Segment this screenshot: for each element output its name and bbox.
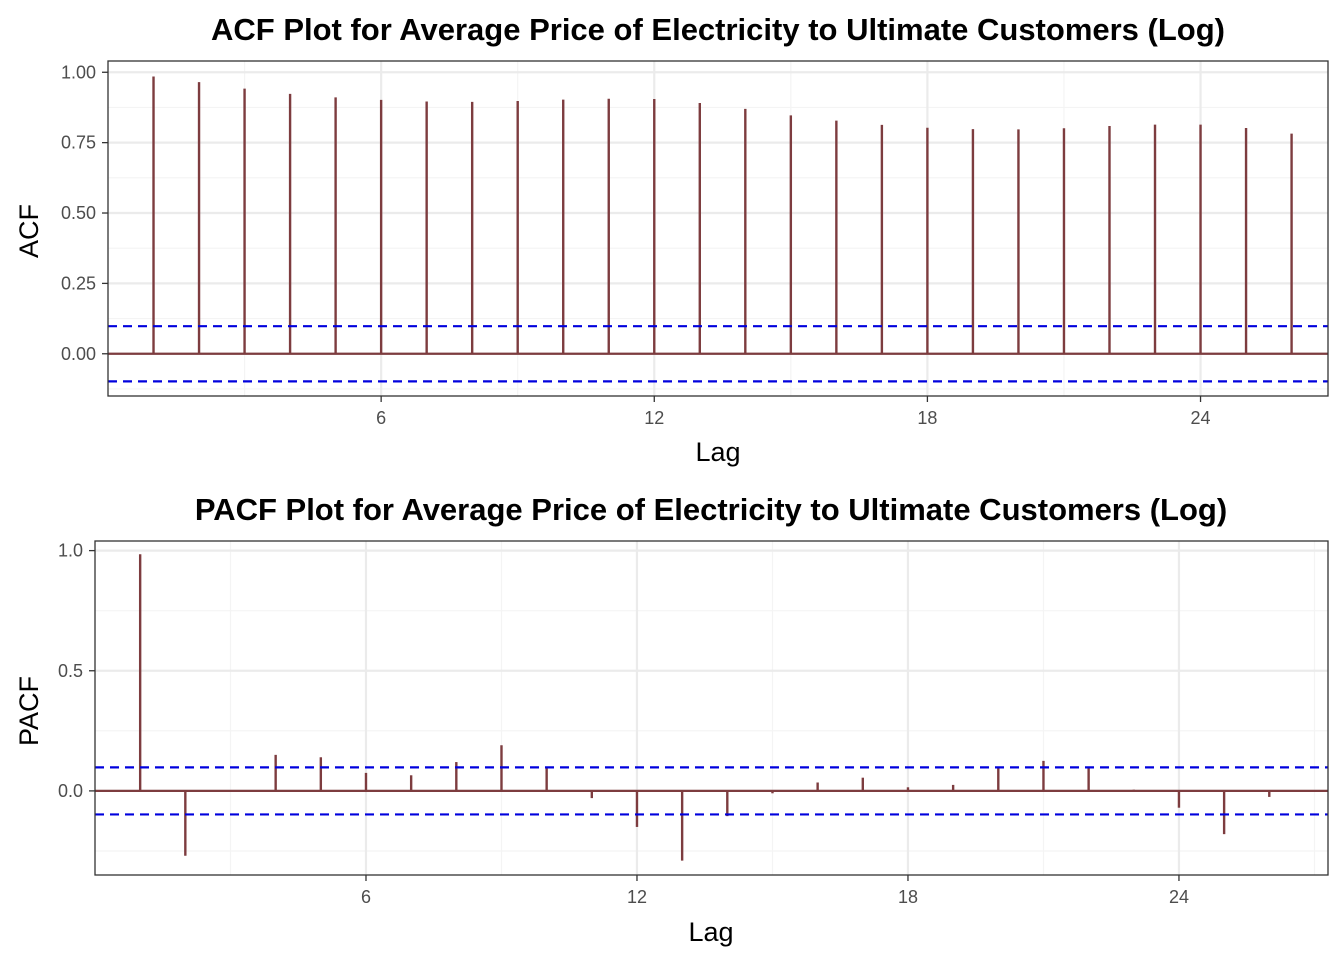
pacf-y-axis-label: PACF (14, 676, 44, 746)
pacf-x-tick-label: 6 (361, 887, 371, 907)
acf-x-axis-label: Lag (695, 437, 740, 467)
pacf-y-tick-label: 0.0 (58, 781, 83, 801)
pacf-x-tick-label: 12 (627, 887, 647, 907)
acf-title: ACF Plot for Average Price of Electricit… (211, 12, 1225, 47)
acf-x-tick-label: 6 (376, 408, 386, 428)
pacf-x-tick-label: 24 (1169, 887, 1189, 907)
pacf-x-axis-label: Lag (688, 917, 733, 947)
acf-y-tick-label: 0.75 (61, 133, 96, 153)
acf-y-tick-label: 0.50 (61, 203, 96, 223)
pacf-x-tick-label: 18 (898, 887, 918, 907)
acf-x-tick-label: 18 (917, 408, 937, 428)
acf-y-axis-label: ACF (14, 204, 44, 258)
pacf-panel-border (94, 540, 1329, 876)
acf-y-tick-label: 1.00 (61, 62, 96, 82)
acf-x-tick-label: 12 (644, 408, 664, 428)
acf-x-tick-label: 24 (1191, 408, 1211, 428)
pacf-y-tick-label: 1.0 (58, 541, 83, 561)
acf-y-tick-label: 0.25 (61, 273, 96, 293)
pacf-chart: PACF Plot for Average Price of Electrici… (14, 492, 1329, 947)
acf-panel-border (107, 60, 1329, 397)
acf-y-tick-label: 0.00 (61, 344, 96, 364)
pacf-title: PACF Plot for Average Price of Electrici… (195, 492, 1227, 527)
pacf-y-tick-label: 0.5 (58, 661, 83, 681)
acf-chart: ACF Plot for Average Price of Electricit… (14, 12, 1329, 467)
